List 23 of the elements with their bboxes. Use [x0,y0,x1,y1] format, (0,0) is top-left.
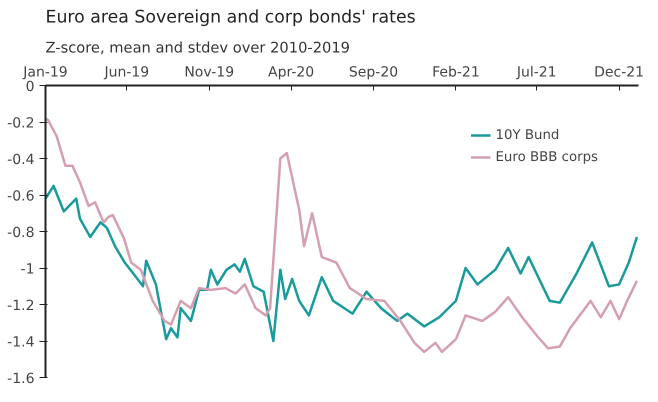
chart-subtitle: Z-score, mean and stdev over 2010-2019 [46,40,350,56]
x-tick-label: Feb-21 [432,64,480,80]
y-tick-label: 0 [26,79,35,95]
legend-label: Euro BBB corps [496,150,598,164]
x-tick-label: Nov-19 [184,64,234,80]
y-tick-label: -0.6 [7,188,35,204]
x-tick-label: Jul-21 [516,64,557,80]
y-tick-label: -0.2 [7,116,35,132]
y-tick-label: -1.2 [7,298,35,314]
y-tick-label: -1 [20,262,35,278]
x-tick-label: Dec-21 [594,64,644,80]
y-tick-label: -0.8 [7,225,35,241]
x-tick-label: Jun-19 [103,64,150,80]
legend-label: 10Y Bund [496,128,560,142]
x-tick-label: Apr-20 [268,64,314,80]
line-series [46,184,638,342]
y-tick-label: -1.6 [7,371,35,387]
y-tick-label: -1.4 [7,334,35,350]
line-series [46,117,638,354]
x-tick-label: Sep-20 [348,64,398,80]
chart-title: Euro area Sovereign and corp bonds' rates [46,8,416,28]
y-tick-label: -0.4 [7,152,35,168]
x-tick-label: Jan-19 [22,64,68,80]
